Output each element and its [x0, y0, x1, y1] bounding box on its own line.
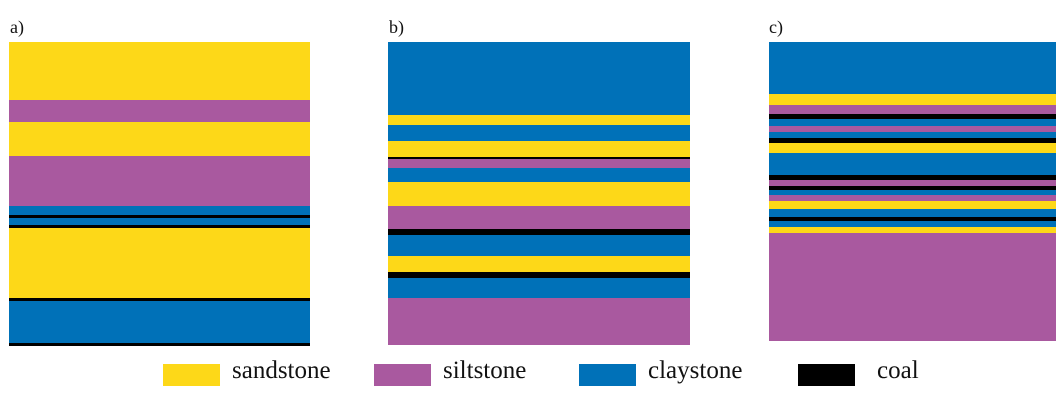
- layer-coal: [9, 298, 310, 301]
- layer-claystone: [388, 42, 690, 115]
- layer-coal: [9, 215, 310, 218]
- panel-label-c: c): [769, 17, 783, 37]
- layer-coal: [388, 157, 690, 159]
- layer-siltstone: [388, 159, 690, 168]
- layer-coal: [769, 114, 1056, 119]
- layer-sandstone: [9, 228, 310, 298]
- legend-label-sandstone: sandstone: [232, 357, 331, 384]
- layer-sandstone: [388, 182, 690, 206]
- layer-claystone: [769, 119, 1056, 126]
- layer-siltstone: [9, 100, 310, 122]
- legend-swatch-coal: [798, 364, 855, 386]
- stratigraphic-column-c: [769, 42, 1056, 341]
- layer-siltstone: [769, 180, 1056, 186]
- layer-coal: [769, 186, 1056, 190]
- legend-label-claystone: claystone: [648, 357, 743, 384]
- layer-siltstone: [769, 233, 1056, 341]
- legend-swatch-siltstone: [374, 364, 431, 386]
- layer-siltstone: [9, 156, 310, 206]
- layer-claystone: [769, 132, 1056, 138]
- layer-claystone: [769, 42, 1056, 94]
- layer-claystone: [769, 221, 1056, 227]
- layer-siltstone: [769, 195, 1056, 201]
- layer-sandstone: [9, 42, 310, 100]
- legend-label-siltstone: siltstone: [443, 357, 527, 384]
- legend-swatch-claystone: [579, 364, 636, 386]
- layer-claystone: [9, 301, 310, 343]
- layer-coal: [9, 225, 310, 228]
- layer-claystone: [769, 190, 1056, 195]
- layer-siltstone: [769, 126, 1056, 132]
- legend-label-coal: coal: [877, 357, 919, 384]
- layer-claystone: [9, 206, 310, 215]
- layer-sandstone: [9, 122, 310, 156]
- layer-claystone: [388, 278, 690, 298]
- layer-coal: [769, 175, 1056, 180]
- layer-sandstone: [769, 227, 1056, 233]
- stratigraphic-column-b: [388, 42, 690, 345]
- layer-claystone: [388, 125, 690, 141]
- panel-label-a: a): [10, 17, 24, 37]
- layer-sandstone: [388, 141, 690, 157]
- layer-claystone: [769, 153, 1056, 175]
- layer-coal: [769, 217, 1056, 221]
- layer-siltstone: [769, 105, 1056, 114]
- stratigraphic-column-a: [9, 42, 310, 346]
- panel-label-b: b): [389, 17, 404, 37]
- legend-swatch-sandstone: [163, 364, 220, 386]
- layer-coal: [388, 229, 690, 235]
- layer-claystone: [388, 168, 690, 182]
- layer-claystone: [769, 209, 1056, 217]
- layer-sandstone: [769, 201, 1056, 209]
- layer-sandstone: [769, 94, 1056, 105]
- layer-siltstone: [388, 298, 690, 345]
- layer-coal: [9, 343, 310, 346]
- layer-sandstone: [388, 115, 690, 125]
- layer-claystone: [9, 218, 310, 225]
- layer-sandstone: [769, 143, 1056, 153]
- layer-coal: [388, 272, 690, 278]
- layer-sandstone: [388, 256, 690, 272]
- layer-siltstone: [388, 206, 690, 229]
- layer-claystone: [388, 235, 690, 256]
- layer-coal: [769, 138, 1056, 143]
